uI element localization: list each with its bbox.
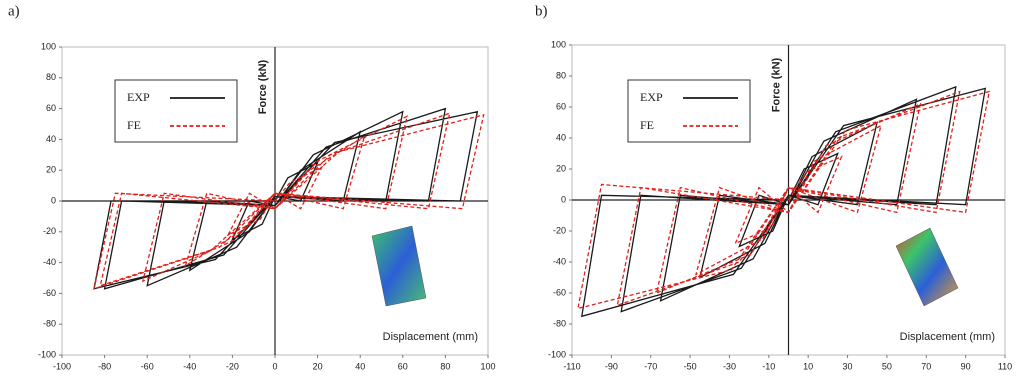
series-line (577, 90, 991, 310)
y-tick-label: 40 (556, 132, 566, 142)
legend-box (114, 79, 238, 143)
legend-label: EXP (640, 90, 663, 104)
x-tick-label: 70 (921, 361, 931, 371)
x-axis-label: Displacement (mm) (383, 331, 478, 343)
legend-label: FE (127, 118, 141, 132)
y-tick-label: 20 (46, 165, 56, 175)
y-tick-label: 60 (46, 103, 56, 113)
x-tick-label: -60 (141, 361, 154, 371)
y-axis-label: Force (kN) (770, 57, 782, 112)
y-tick-label: 40 (46, 134, 56, 144)
x-tick-label: 10 (803, 361, 813, 371)
x-tick-label: -100 (53, 361, 71, 371)
x-tick-label: -110 (563, 361, 580, 371)
x-tick-label: -50 (684, 361, 697, 371)
y-tick-label: -40 (553, 256, 566, 266)
x-tick-label: -70 (644, 361, 657, 371)
x-tick-label: 40 (355, 361, 365, 371)
y-tick-label: 20 (556, 163, 566, 173)
y-tick-label: -20 (553, 225, 566, 235)
legend-label: EXP (127, 90, 150, 104)
legend-box (627, 79, 751, 143)
y-tick-label: 100 (41, 41, 56, 51)
y-tick-label: 0 (561, 194, 566, 204)
y-tick-label: -60 (553, 287, 566, 297)
y-tick-label: 60 (556, 101, 566, 111)
x-tick-label: 110 (998, 361, 1012, 371)
x-tick-label: -30 (723, 361, 736, 371)
y-tick-label: -40 (43, 257, 56, 267)
x-tick-label: 0 (272, 361, 277, 371)
x-tick-label: 50 (882, 361, 892, 371)
y-tick-label: 80 (46, 72, 56, 82)
x-tick-label: -40 (183, 361, 196, 371)
legend-label: FE (640, 118, 654, 132)
x-tick-label: 100 (480, 361, 495, 371)
x-tick-label: 60 (398, 361, 408, 371)
x-tick-label: -20 (226, 361, 239, 371)
series-line (93, 107, 479, 290)
y-tick-label: -100 (548, 349, 566, 359)
y-tick-label: -80 (43, 319, 56, 329)
y-tick-label: -80 (553, 318, 566, 328)
chart-title: b) (535, 3, 548, 19)
y-tick-label: 100 (551, 39, 566, 49)
y-axis-label: Force (kN) (257, 59, 269, 114)
x-tick-label: 80 (440, 361, 450, 371)
x-tick-label: -80 (98, 361, 111, 371)
series-line (580, 85, 987, 318)
x-tick-label: -10 (762, 361, 775, 371)
fe-model-inset (371, 225, 959, 307)
y-tick-label: 0 (51, 195, 56, 205)
y-tick-label: 80 (556, 70, 566, 80)
y-tick-label: -100 (38, 349, 56, 359)
series-line (93, 112, 485, 290)
x-tick-label: -90 (605, 361, 618, 371)
y-tick-label: -20 (43, 226, 56, 236)
x-axis-label: Displacement (mm) (900, 331, 995, 343)
x-tick-label: 90 (961, 361, 971, 371)
x-tick-label: 20 (313, 361, 323, 371)
x-tick-label: 30 (843, 361, 853, 371)
y-tick-label: -60 (43, 288, 56, 298)
chart-title: a) (8, 3, 20, 19)
